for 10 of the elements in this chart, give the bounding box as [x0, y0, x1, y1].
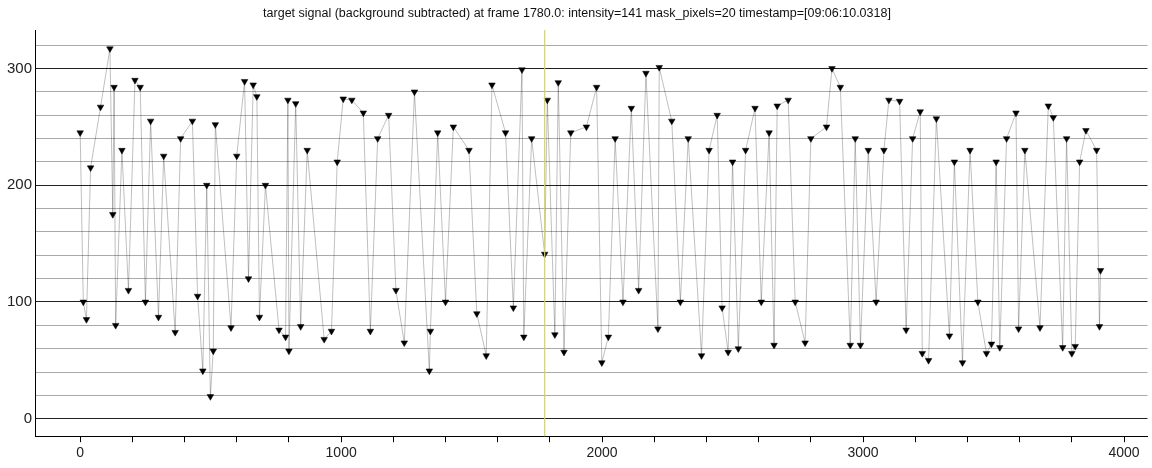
y-tick-label: 0 [23, 408, 33, 426]
y-tick-label: 300 [7, 58, 33, 76]
x-tick-label: 4000 [1108, 444, 1140, 461]
x-tick-label: 1000 [325, 444, 357, 461]
y-tick-label: 100 [7, 292, 33, 310]
y-tick-label: 200 [7, 175, 33, 193]
x-tick-label: 3000 [847, 444, 879, 461]
x-tick-label: 2000 [586, 444, 618, 461]
chart-title: target signal (background subtracted) at frame 1780.0: intensity=141 mask_pixels=20 timestamp=[09:06:10.0318] [263, 5, 891, 20]
x-tick-label: 0 [76, 444, 85, 461]
